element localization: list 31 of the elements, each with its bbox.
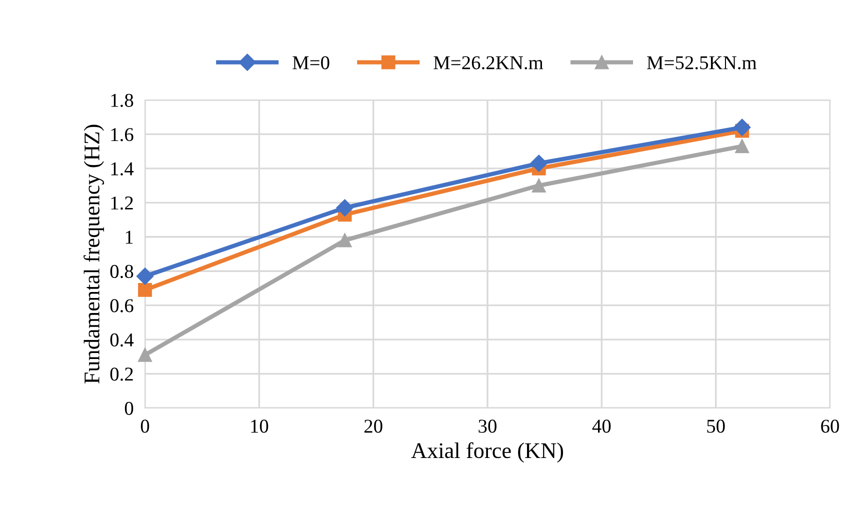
legend-label: M=26.2KN.m [434,56,544,70]
y-tick-label: 1.4 [111,162,134,176]
y-tick-label: 1 [126,230,133,244]
y-tick-label: 0.8 [110,264,134,278]
x-axis-title: Axial force (KN) [411,442,564,463]
y-tick-label: 0.4 [110,333,134,347]
point [338,233,352,248]
legend-label: M=0 [292,56,330,70]
x-tick-label: 10 [251,420,268,433]
point [336,199,354,216]
y-tick-label: 0 [124,402,134,415]
x-tick-label: 60 [821,420,839,433]
point [138,282,152,297]
y-tick-label: 1.8 [111,94,134,108]
point [734,118,751,136]
x-tick-label: 50 [707,420,725,433]
legend-label: M=52.5KN.m [647,56,757,70]
x-tick-label: 40 [592,420,611,433]
y-tick-label: 0.2 [110,368,133,381]
y-tick-label: 1.6 [111,128,134,142]
point [138,348,152,362]
point [530,154,548,172]
x-tick-label: 20 [364,420,382,433]
point [136,268,154,285]
y-axis-title: Fundamental frequency (HZ) [84,124,104,384]
point [735,139,750,154]
y-tick-label: 1.2 [111,196,133,210]
y-tick-label: 0.6 [110,299,134,312]
point [532,178,546,192]
x-tick-label: 30 [478,420,496,433]
x-tick-label: 0 [140,420,150,433]
